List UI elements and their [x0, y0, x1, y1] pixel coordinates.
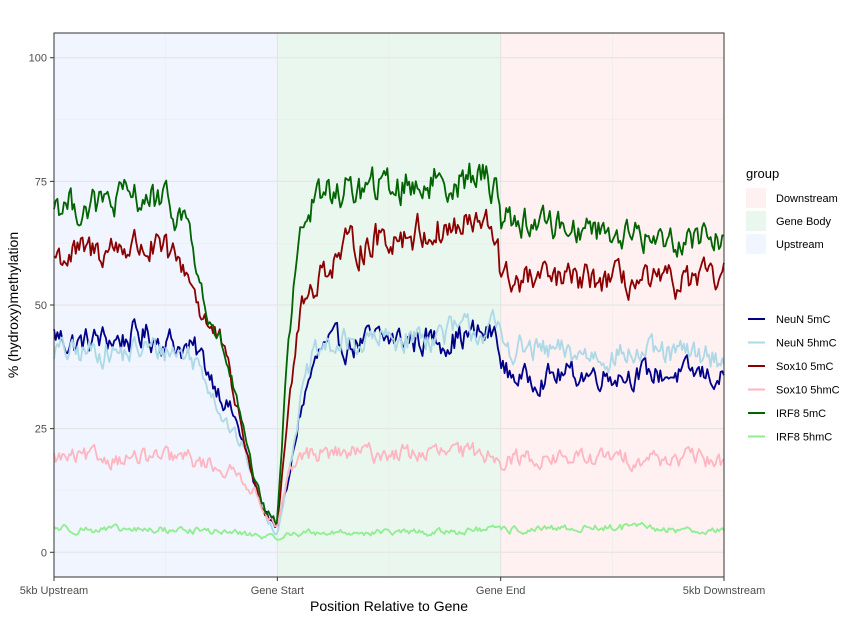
x-tick-label: Gene End [476, 585, 526, 597]
legend-label-upstream: Upstream [776, 239, 824, 251]
legend-label-irf8-5mc: IRF8 5mC [776, 408, 826, 420]
y-axis-ticks: 0 25 50 75 100 [29, 53, 54, 559]
legend-key-downstream [746, 188, 766, 208]
series-line-neun-5mc [53, 318, 725, 529]
x-tick-label: Gene Start [251, 585, 304, 597]
legend-label-sox10-5hmc: Sox10 5hmC [776, 385, 840, 397]
y-tick-label: 25 [35, 424, 47, 436]
series-line-irf8-5mc [53, 162, 725, 525]
y-axis-title: % (hydroxy)methylation [5, 232, 21, 378]
series-line-neun-5hmc [53, 309, 725, 536]
legend-key-upstream [746, 234, 766, 254]
legend-regions: group Downstream Gene Body Upstream [746, 166, 838, 254]
y-tick-label: 75 [35, 176, 47, 188]
x-tick-label: 5kb Downstream [683, 585, 766, 597]
legend-label-downstream: Downstream [776, 193, 838, 205]
legend-label-gene-body: Gene Body [776, 216, 832, 228]
y-tick-label: 100 [29, 53, 47, 65]
legend-series: NeuN 5mC NeuN 5hmC Sox10 5mC Sox10 5hmC IRF8… [748, 314, 840, 444]
series-line-irf8-5hmc [53, 521, 725, 541]
x-axis-title: Position Relative to Gene [310, 598, 468, 614]
legend-label-sox10-5mc: Sox10 5mC [776, 361, 834, 373]
legend-label-irf8-5hmc: IRF8 5hmC [776, 432, 832, 444]
legend-label-neun-5hmc: NeuN 5hmC [776, 338, 837, 350]
legend-label-neun-5mc: NeuN 5mC [776, 314, 830, 326]
x-axis-ticks: 5kb Upstream Gene Start Gene End 5kb Downst… [20, 577, 766, 597]
y-tick-label: 0 [41, 547, 47, 559]
x-tick-label: 5kb Upstream [20, 585, 88, 597]
series-line-sox10-5hmc [53, 441, 725, 528]
legend-key-gene-body [746, 211, 766, 231]
series-line-sox10-5mc [53, 208, 725, 527]
series-lines [53, 162, 725, 541]
y-tick-label: 50 [35, 300, 47, 312]
legend-title: group [746, 166, 779, 181]
